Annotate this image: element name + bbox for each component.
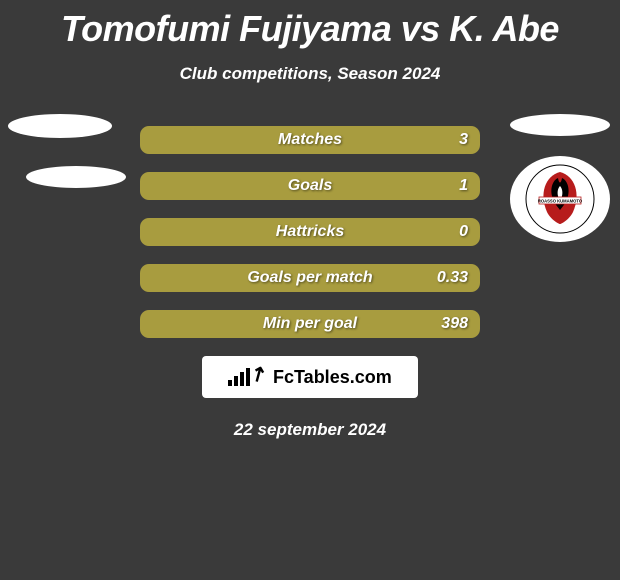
stat-label: Goals [288,177,332,195]
page-subtitle: Club competitions, Season 2024 [0,64,620,84]
date-label: 22 september 2024 [0,420,620,440]
stat-label: Matches [278,131,342,149]
player-oval [26,166,126,188]
player-oval [8,114,112,138]
stat-value: 0.33 [437,269,468,287]
player-oval [510,114,610,136]
stat-bar: Hattricks 0 [140,218,480,246]
stat-label: Goals per match [247,269,372,287]
stat-label: Hattricks [276,223,344,241]
stat-bar: Matches 3 [140,126,480,154]
stat-bar: Goals 1 [140,172,480,200]
left-player-marks [8,114,126,216]
source-logo: ↗ FcTables.com [202,356,418,398]
stat-bar: Goals per match 0.33 [140,264,480,292]
page-title: Tomofumi Fujiyama vs K. Abe [0,0,620,50]
stat-value: 398 [441,315,468,333]
right-player-marks: ROASSO KUMAMOTO [510,114,610,242]
stat-value: 3 [459,131,468,149]
svg-text:ROASSO KUMAMOTO: ROASSO KUMAMOTO [538,199,583,204]
stat-value: 0 [459,223,468,241]
stat-value: 1 [459,177,468,195]
horse-badge-icon: ROASSO KUMAMOTO [525,164,595,234]
team-badge: ROASSO KUMAMOTO [510,156,610,242]
stat-bar: Min per goal 398 [140,310,480,338]
stat-bars: Matches 3 Goals 1 Hattricks 0 Goals per match 0… [140,126,480,338]
stat-label: Min per goal [263,315,357,333]
comparison-panel: ROASSO KUMAMOTO Matches 3 Goals 1 Hattricks 0… [0,126,620,440]
logo-label: FcTables.com [273,367,392,388]
